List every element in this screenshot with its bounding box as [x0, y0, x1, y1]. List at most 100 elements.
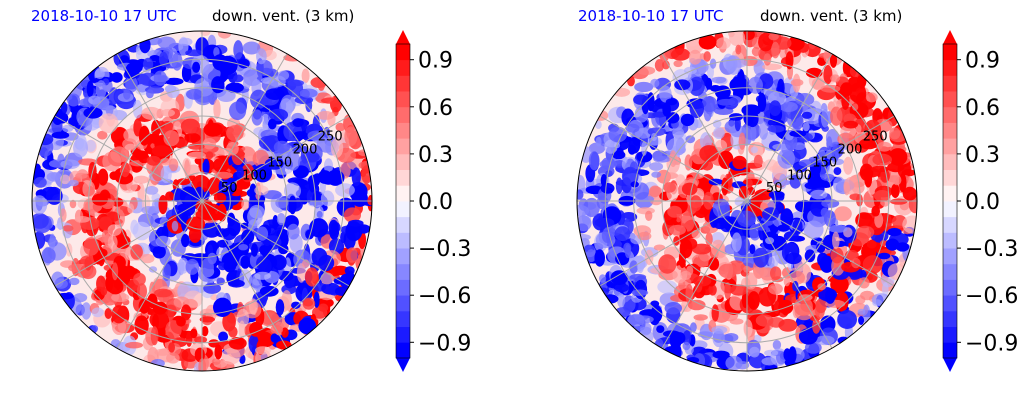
field-cell: [666, 112, 680, 124]
field-cell: [125, 62, 140, 79]
field-cell: [41, 247, 56, 264]
field-cell: [76, 134, 87, 152]
field-cell: [681, 182, 698, 196]
field-cell: [753, 266, 768, 278]
field-cell: [577, 215, 592, 232]
field-cell: [241, 198, 250, 211]
colorbar-level: [943, 295, 957, 312]
field-cell: [790, 79, 804, 87]
field-cell: [178, 37, 193, 46]
field-cell: [798, 328, 818, 345]
field-cell: [202, 138, 217, 150]
panel-2-grid-spoke: [599, 115, 748, 202]
field-cell: [146, 155, 161, 166]
field-cell: [682, 330, 692, 346]
field-cell: [709, 85, 722, 92]
field-cell: [738, 132, 746, 150]
field-cell: [778, 318, 798, 332]
field-cell: [213, 297, 232, 317]
panel-2-title-date: 2018-10-10 17 UTC: [578, 7, 724, 25]
field-cell: [287, 79, 304, 98]
field-cell: [73, 293, 88, 303]
panel-1-grid-spoke: [201, 53, 288, 202]
field-cell: [254, 271, 271, 280]
field-cell: [296, 263, 306, 283]
field-cell: [105, 275, 114, 292]
field-cell: [595, 120, 602, 129]
field-cell: [892, 174, 902, 186]
field-cell: [323, 158, 334, 174]
panel-2-grid-spoke: [599, 200, 748, 287]
field-cell: [768, 190, 785, 199]
field-cell: [751, 46, 761, 57]
field-cell: [586, 249, 597, 263]
colorbar-extend-min: [943, 358, 957, 372]
field-cell: [110, 339, 121, 348]
field-cell: [351, 167, 361, 187]
panel-1-grid-spoke: [116, 200, 203, 349]
field-cell: [864, 119, 882, 140]
field-cell: [107, 234, 118, 250]
field-cell: [32, 195, 48, 215]
field-cell: [785, 252, 802, 265]
field-cell: [858, 277, 870, 289]
field-cell: [724, 333, 739, 342]
field-cell: [33, 177, 47, 188]
field-cell: [104, 308, 113, 319]
field-cell: [207, 119, 215, 136]
colorbar-level: [396, 248, 410, 265]
field-cell: [330, 137, 344, 158]
field-cell: [120, 162, 130, 178]
colorbar-level: [396, 342, 410, 359]
field-cell: [233, 40, 244, 60]
field-cell: [736, 210, 756, 228]
colorbar-level: [943, 59, 957, 76]
field-cell: [763, 53, 772, 66]
field-cell: [749, 244, 756, 255]
field-cell: [631, 289, 649, 296]
colorbar-tick-label: 0.6: [418, 96, 453, 121]
panel-2-radial-tick-label-200: 200: [838, 143, 863, 158]
field-cell: [299, 88, 318, 98]
field-cell: [650, 78, 660, 88]
field-cell: [735, 361, 750, 370]
field-cell: [229, 101, 247, 121]
field-cell: [81, 302, 92, 320]
field-cell: [275, 299, 285, 316]
field-cell: [158, 51, 169, 67]
field-cell: [577, 204, 590, 217]
field-cell: [199, 316, 215, 323]
field-cell: [890, 198, 908, 205]
field-cell: [666, 137, 686, 156]
field-cell: [143, 57, 154, 71]
field-cell: [783, 348, 791, 361]
field-cell: [594, 249, 605, 267]
field-cell: [895, 242, 910, 252]
field-cell: [651, 171, 662, 178]
field-cell: [180, 304, 192, 321]
field-cell: [117, 264, 126, 276]
field-cell: [770, 266, 782, 281]
field-cell: [887, 263, 906, 280]
field-cell: [181, 233, 190, 248]
field-cell: [225, 82, 244, 93]
field-cell: [803, 220, 824, 239]
field-cell: [750, 125, 757, 142]
field-cell: [228, 279, 245, 288]
field-cell: [56, 292, 74, 300]
panel-2-grid-spoke: [661, 53, 748, 202]
field-cell: [68, 179, 79, 187]
field-cell: [577, 189, 584, 200]
field-cell: [882, 282, 889, 297]
panel-1-radial-tick-label-200: 200: [293, 143, 318, 158]
field-cell: [335, 183, 355, 198]
field-cell: [95, 80, 107, 100]
field-cell: [228, 337, 247, 350]
panel-2-colorbar: 0.9 0.6 0.3 0.0 −0.3 −0.6 −0.9: [942, 30, 1018, 372]
field-cell: [202, 158, 210, 175]
field-cell: [680, 113, 695, 127]
field-cell: [649, 162, 664, 171]
field-cell: [729, 318, 744, 325]
field-cell: [625, 123, 640, 133]
